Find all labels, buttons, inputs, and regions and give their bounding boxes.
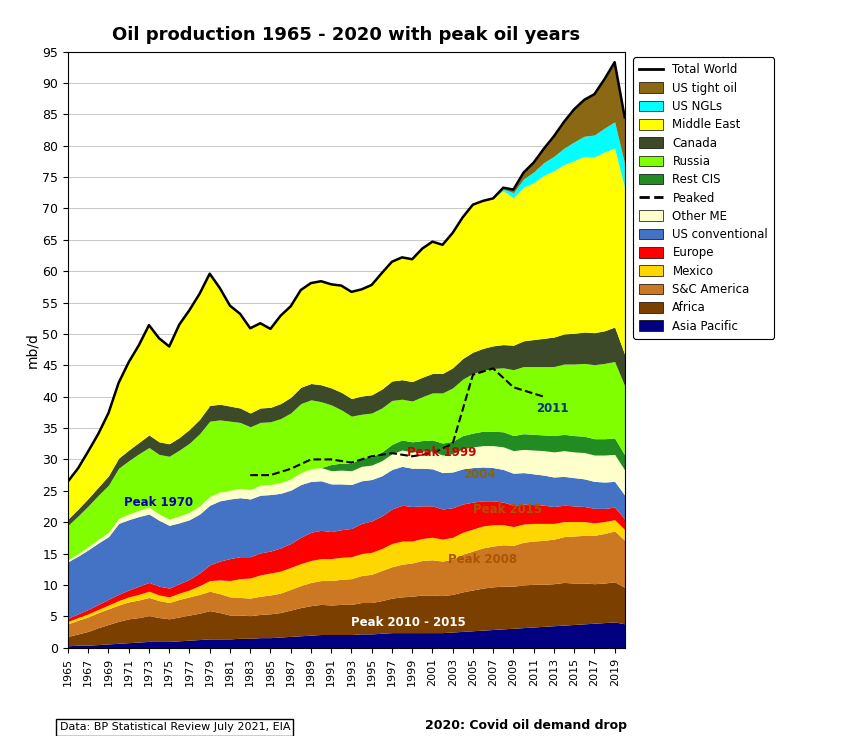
Text: 2004: 2004: [462, 468, 496, 481]
Text: 2020: Covid oil demand drop: 2020: Covid oil demand drop: [425, 719, 627, 732]
Legend: Total World, US tight oil, US NGLs, Middle East, Canada, Russia, Rest CIS, Peake: Total World, US tight oil, US NGLs, Midd…: [633, 57, 774, 339]
Title: Oil production 1965 - 2020 with peak oil years: Oil production 1965 - 2020 with peak oil…: [112, 26, 581, 44]
Text: Peak 2008: Peak 2008: [448, 553, 517, 566]
Text: Peak 2015: Peak 2015: [473, 503, 542, 516]
Text: Peak 1970: Peak 1970: [123, 497, 193, 509]
Text: Data: BP Statistical Review July 2021, EIA: Data: BP Statistical Review July 2021, E…: [60, 722, 290, 732]
Y-axis label: mb/d: mb/d: [26, 332, 39, 367]
Text: Peak 2010 - 2015: Peak 2010 - 2015: [351, 616, 466, 629]
Text: 2011: 2011: [536, 403, 568, 415]
Text: Peak 1999: Peak 1999: [407, 446, 477, 459]
